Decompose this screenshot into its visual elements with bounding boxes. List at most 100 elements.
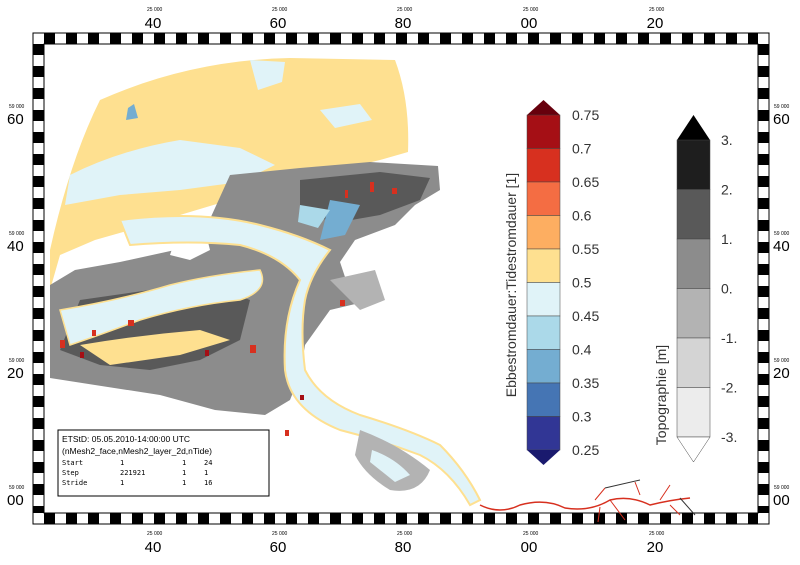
colorbar-main-swatch [526, 282, 561, 317]
river-line [479, 497, 691, 511]
top-tick-label: 60 [270, 15, 287, 32]
top-tick-label: 80 [395, 15, 412, 32]
frame-segments [33, 33, 769, 524]
colorbar-main-swatch [526, 315, 561, 350]
top-tick-label: 40 [145, 15, 162, 32]
left-tick-label: 60 [7, 111, 24, 128]
colorbar-main-label: 0.55 [572, 241, 599, 257]
right-tick-label: 40 [773, 238, 790, 255]
colorbar-topo-top-arrow [677, 115, 710, 140]
colorbar-main-label: 0.75 [572, 107, 599, 123]
top-tick-small: 25 000 [523, 7, 539, 13]
top-tick-small: 25 000 [397, 7, 413, 13]
left-tick-small: 59 000 [9, 485, 25, 491]
left-tick-label: 20 [7, 365, 24, 382]
colorbar-main-bottom-arrow [527, 450, 560, 465]
colorbar-topo-label: 2. [721, 182, 733, 198]
info-subtitle: (nMesh2_face,nMesh2_layer_2d,nTide) [62, 446, 212, 456]
colorbar-topo-swatch [676, 139, 711, 190]
info-cell: 24 [204, 459, 212, 467]
info-cell: 1 [120, 479, 124, 487]
right-tick-label: 20 [773, 365, 790, 382]
left-tick-small: 59 000 [9, 231, 25, 237]
right-tick-label: 00 [773, 492, 790, 509]
colorbar-main-swatch [526, 349, 561, 384]
colorbar-main-swatch [526, 215, 561, 250]
colorbar-topo: Topographie [m] 3. 2. 1. 0. -1. -2. -3. [653, 115, 737, 463]
info-box: ETStD: 05.05.2010-14:00:00 UTC (nMesh2_f… [57, 429, 270, 497]
info-cell: Stride [62, 479, 87, 487]
info-cell: 1 [182, 459, 186, 467]
colorbar-main-label: 0.35 [572, 375, 599, 391]
colorbar-main: Ebbestromdauer:Tidestromdauer [1] 0.75 0.… [503, 100, 599, 465]
colorbar-topo-label: 1. [721, 231, 733, 247]
bottom-tick-small: 25 000 [147, 531, 163, 537]
colorbar-main-title: Ebbestromdauer:Tidestromdauer [1] [503, 173, 519, 397]
colorbar-topo-label: 3. [721, 132, 733, 148]
colorbar-main-label: 0.45 [572, 308, 599, 324]
hotspots [60, 182, 397, 436]
colorbar-main-swatch [526, 248, 561, 283]
colorbar-main-label: 0.65 [572, 174, 599, 190]
colorbar-main-swatch [526, 416, 561, 451]
colorbar-main-swatch [526, 148, 561, 183]
left-tick-label: 00 [7, 492, 24, 509]
right-tick-small: 59 000 [774, 231, 790, 237]
colorbar-topo-label: -2. [721, 380, 737, 396]
info-title: ETStD: 05.05.2010-14:00:00 UTC [62, 434, 190, 444]
left-tick-small: 59 000 [9, 104, 25, 110]
estuary-map [50, 58, 696, 523]
colorbar-topo-swatch [676, 288, 711, 339]
bottom-tick-label: 00 [521, 539, 538, 556]
colorbar-topo-label: 0. [721, 281, 733, 297]
colorbar-topo-swatch [676, 238, 711, 289]
right-tick-label: 60 [773, 111, 790, 128]
colorbar-main-label: 0.5 [572, 275, 592, 291]
colorbar-topo-label: -3. [721, 429, 737, 445]
top-tick-label: 00 [521, 15, 538, 32]
bottom-tick-small: 25 000 [397, 531, 413, 537]
right-tick-small: 59 000 [774, 104, 790, 110]
top-tick-small: 25 000 [147, 7, 163, 13]
bottom-tick-small: 25 000 [272, 531, 288, 537]
top-tick-label: 20 [647, 15, 664, 32]
left-tick-label: 40 [7, 238, 24, 255]
bottom-tick-label: 60 [270, 539, 287, 556]
info-cell: 221921 [120, 469, 145, 477]
bottom-tick-small: 25 000 [649, 531, 665, 537]
colorbar-main-top-arrow [527, 100, 560, 115]
colorbar-main-label: 0.7 [572, 141, 592, 157]
right-tick-small: 59 000 [774, 358, 790, 364]
colorbar-topo-swatch [676, 189, 711, 240]
info-cell: 1 [204, 469, 208, 477]
top-tick-small: 25 000 [649, 7, 665, 13]
info-cell: 1 [120, 459, 124, 467]
info-cell: 1 [182, 479, 186, 487]
colorbar-main-label: 0.3 [572, 409, 592, 425]
colorbar-main-swatch [526, 181, 561, 216]
bottom-tick-label: 80 [395, 539, 412, 556]
right-tick-small: 59 000 [774, 485, 790, 491]
info-cell: Start [62, 459, 83, 467]
info-cell: 16 [204, 479, 212, 487]
bottom-tick-label: 20 [647, 539, 664, 556]
colorbar-main-label: 0.6 [572, 208, 592, 224]
colorbar-main-label: 0.4 [572, 342, 592, 358]
colorbar-main-swatch [526, 382, 561, 417]
colorbar-topo-title: Topographie [m] [653, 345, 669, 445]
colorbar-topo-label: -1. [721, 330, 737, 346]
colorbar-main-label: 0.25 [572, 442, 599, 458]
top-tick-small: 25 000 [272, 7, 288, 13]
info-cell: 1 [182, 469, 186, 477]
main-channel [118, 215, 482, 507]
bottom-tick-small: 25 000 [523, 531, 539, 537]
left-tick-small: 59 000 [9, 358, 25, 364]
bottom-tick-label: 40 [145, 539, 162, 556]
info-cell: Step [62, 469, 79, 477]
colorbar-topo-bottom-arrow [676, 436, 711, 463]
colorbar-topo-swatch [676, 337, 711, 388]
colorbar-topo-swatch [676, 387, 711, 438]
colorbar-main-swatch [526, 114, 561, 149]
